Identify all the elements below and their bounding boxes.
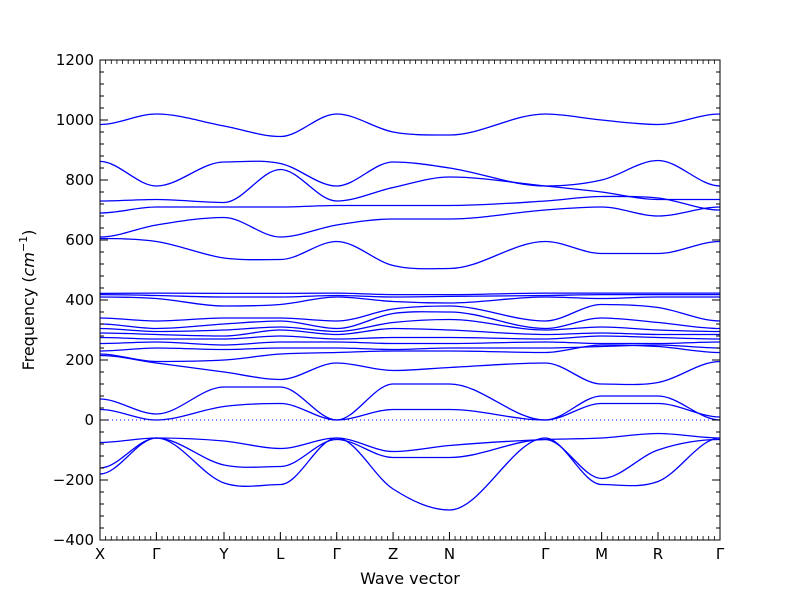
band-line-21 <box>99 432 721 453</box>
band-line-14 <box>99 335 721 340</box>
y-tick-label: 200 <box>65 351 94 369</box>
x-axis-title: Wave vector <box>360 569 460 588</box>
band-line-10 <box>99 303 721 322</box>
band-line-7 <box>99 292 720 296</box>
y-tick-label: 1000 <box>56 111 94 129</box>
x-tick-label: Γ <box>541 545 550 563</box>
x-tick-label: Γ <box>152 545 161 563</box>
band-line-8 <box>99 293 720 298</box>
x-tick-label: L <box>276 545 285 563</box>
y-tick-label: −400 <box>53 531 94 549</box>
band-line-11 <box>99 311 721 330</box>
x-tick-label: N <box>444 545 455 563</box>
band-line-9 <box>99 296 720 307</box>
x-tick-label: Γ <box>333 545 342 563</box>
band-line-22 <box>99 437 721 480</box>
band-line-4 <box>99 195 721 214</box>
x-tick-label: X <box>95 545 105 563</box>
band-line-23 <box>99 437 721 511</box>
band-line-6 <box>99 237 721 270</box>
axes: −400 −200 0 200 400 600 800 1000 1200 X Γ Y L Γ Z N Γ M R Γ <box>53 51 725 563</box>
band-line-5 <box>99 206 721 238</box>
x-tick-label: Y <box>218 545 229 563</box>
x-tick-label: R <box>653 545 663 563</box>
x-tick-label: Z <box>388 545 398 563</box>
band-line-13 <box>99 327 720 337</box>
band-line-17 <box>99 344 721 363</box>
band-line-16 <box>99 344 721 352</box>
y-tick-label: 600 <box>65 231 94 249</box>
y-tick-label: 0 <box>84 411 94 429</box>
y-tick-label: 800 <box>65 171 94 189</box>
band-line-20 <box>99 402 721 421</box>
y-tick-label: −200 <box>53 471 94 489</box>
band-line-1 <box>99 113 721 138</box>
x-tick-label: M <box>595 545 608 563</box>
band-line-3 <box>99 168 720 204</box>
band-line-15 <box>99 341 721 346</box>
x-tick-label: Γ <box>716 545 725 563</box>
y-tick-label: 400 <box>65 291 94 309</box>
y-axis-title: Frequency (cm−1) <box>17 230 38 371</box>
y-tick-label: 1200 <box>56 51 94 69</box>
band-line-12 <box>99 318 721 333</box>
band-line-2 <box>99 159 721 187</box>
band-line-18 <box>99 354 721 386</box>
plot-area <box>99 113 721 511</box>
band-line-19 <box>99 383 721 421</box>
